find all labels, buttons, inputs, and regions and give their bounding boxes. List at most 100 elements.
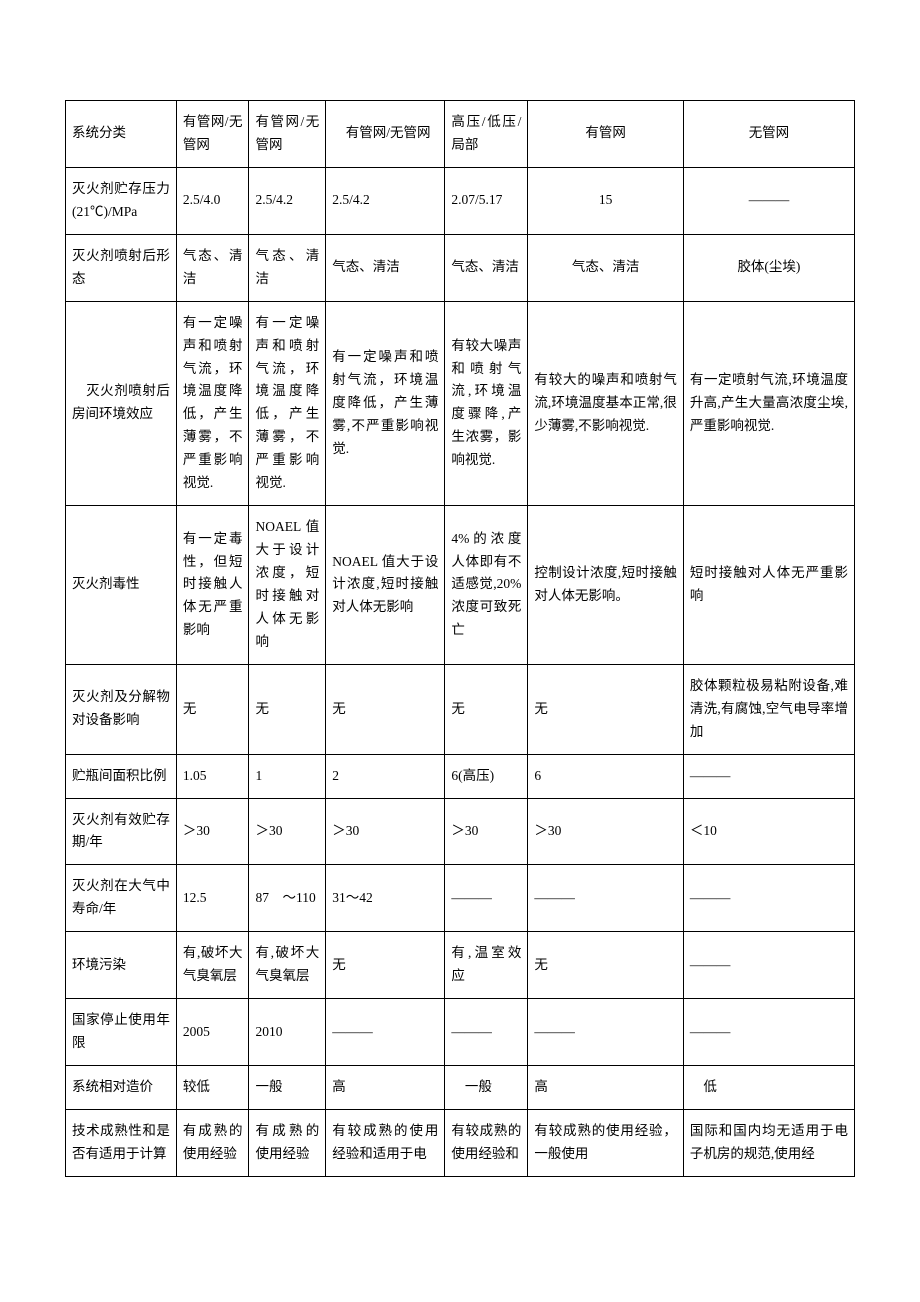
table-cell: 一般 [249,1066,326,1110]
table-cell: ——— [326,999,445,1066]
table-row: 灭火剂有效贮存期/年＞30＞30＞30＞30＞30＜10 [66,798,855,865]
table-cell: 1 [249,754,326,798]
table-row: 系统相对造价较低一般高 一般高 低 [66,1066,855,1110]
table-cell: 无 [249,664,326,754]
table-cell: ——— [683,999,854,1066]
table-cell: 2005 [176,999,249,1066]
table-cell: 有成熟的使用经验 [176,1109,249,1176]
table-cell: 2.5/4.2 [326,167,445,234]
table-cell: 高 [528,1066,684,1110]
table-cell: ＞30 [326,798,445,865]
table-cell: 有一定噪声和喷射气流，环境温度降低，产生薄雾，不严重影响视觉. [176,301,249,506]
document-page: 系统分类有管网/无管网有管网/无管网 有管网/无管网高压/低压/局部有管网无管网… [0,0,920,1217]
table-cell: 有,破坏大气臭氧层 [176,932,249,999]
table-cell: 低 [683,1066,854,1110]
comparison-table: 系统分类有管网/无管网有管网/无管网 有管网/无管网高压/低压/局部有管网无管网… [65,100,855,1177]
table-row: 灭火剂贮存压力(21℃)/MPa2.5/4.02.5/4.22.5/4.22.0… [66,167,855,234]
table-cell: 有一定毒性，但短时接触人体无严重影响 [176,506,249,665]
table-cell: 无 [176,664,249,754]
table-cell: 气态、清洁 [528,234,684,301]
table-body: 系统分类有管网/无管网有管网/无管网 有管网/无管网高压/低压/局部有管网无管网… [66,101,855,1177]
table-cell: ＞30 [176,798,249,865]
table-cell: 2010 [249,999,326,1066]
table-cell: 灭火剂喷射后形态 [66,234,177,301]
table-cell: 有一定噪声和喷射气流，环境温度降低，产生薄雾，不严重影响视觉. [249,301,326,506]
table-cell: 无 [528,932,684,999]
table-cell: 系统分类 [66,101,177,168]
table-cell: 有较成熟的使用经验，一般使用 [528,1109,684,1176]
table-cell: 灭火剂喷射后房间环境效应 [66,301,177,506]
table-cell: 有较大噪声和喷射气流,环境温度骤降,产生浓雾，影响视觉. [445,301,528,506]
table-cell: 有,破坏大气臭氧层 [249,932,326,999]
table-row: 灭火剂毒性有一定毒性，但短时接触人体无严重影响NOAEL 值大于设计浓度，短时接… [66,506,855,665]
table-cell: 国际和国内均无适用于电子机房的规范,使用经 [683,1109,854,1176]
table-cell: 系统相对造价 [66,1066,177,1110]
table-row: 环境污染有,破坏大气臭氧层有,破坏大气臭氧层无有,温室效应无——— [66,932,855,999]
table-row: 系统分类有管网/无管网有管网/无管网 有管网/无管网高压/低压/局部有管网无管网 [66,101,855,168]
table-cell: 6(高压) [445,754,528,798]
table-cell: ——— [683,865,854,932]
table-cell: 气态、清洁 [326,234,445,301]
table-cell: 环境污染 [66,932,177,999]
table-cell: 无 [326,664,445,754]
table-cell: 灭火剂贮存压力(21℃)/MPa [66,167,177,234]
table-cell: NOAEL 值大于设计浓度，短时接触对人体无影响 [249,506,326,665]
table-cell: 较低 [176,1066,249,1110]
table-cell: 有成熟的使用经验 [249,1109,326,1176]
table-cell: 灭火剂毒性 [66,506,177,665]
table-cell: 无 [445,664,528,754]
table-cell: ——— [445,999,528,1066]
table-cell: ＞30 [528,798,684,865]
table-row: 灭火剂及分解物对设备影响无无无无无胶体颗粒极易粘附设备,难清洗,有腐蚀,空气电导… [66,664,855,754]
table-cell: 15 [528,167,684,234]
table-cell: 控制设计浓度,短时接触对人体无影响。 [528,506,684,665]
table-cell: 有,温室效应 [445,932,528,999]
table-cell: 2.5/4.0 [176,167,249,234]
table-cell: 灭火剂在大气中寿命/年 [66,865,177,932]
table-cell: 国家停止使用年限 [66,999,177,1066]
table-cell: 高 [326,1066,445,1110]
table-cell: 有管网/无管网 [249,101,326,168]
table-cell: 有管网 [528,101,684,168]
table-cell: ＜10 [683,798,854,865]
table-cell: 灭火剂有效贮存期/年 [66,798,177,865]
table-cell: NOAEL 值大于设计浓度,短时接触对人体无影响 [326,506,445,665]
table-cell: ——— [683,932,854,999]
table-cell: 贮瓶间面积比例 [66,754,177,798]
table-cell: 无管网 [683,101,854,168]
table-cell: 无 [326,932,445,999]
table-row: 国家停止使用年限20052010———————————— [66,999,855,1066]
table-cell: 有一定喷射气流,环境温度升高,产生大量高浓度尘埃,严重影响视觉. [683,301,854,506]
table-cell: 技术成熟性和是否有适用于计算 [66,1109,177,1176]
table-cell: 1.05 [176,754,249,798]
table-row: 技术成熟性和是否有适用于计算有成熟的使用经验有成熟的使用经验有较成熟的使用经验和… [66,1109,855,1176]
table-cell: 2.5/4.2 [249,167,326,234]
table-cell: ＞30 [445,798,528,865]
table-cell: 4%的浓度人体即有不适感觉,20%浓度可致死亡 [445,506,528,665]
table-cell: 一般 [445,1066,528,1110]
table-cell: 2.07/5.17 [445,167,528,234]
table-cell: 2 [326,754,445,798]
table-cell: 有管网/无管网 [326,101,445,168]
table-cell: 31～42 [326,865,445,932]
table-cell: 12.5 [176,865,249,932]
table-cell: 短时接触对人体无严重影响 [683,506,854,665]
table-cell: 气态、清洁 [176,234,249,301]
table-row: 灭火剂喷射后形态气态、清洁气态、清洁气态、清洁气态、清洁气态、清洁胶体(尘埃) [66,234,855,301]
table-cell: 灭火剂及分解物对设备影响 [66,664,177,754]
table-cell: 有一定噪声和喷射气流，环境温度降低，产生薄雾,不严重影响视觉. [326,301,445,506]
table-cell: 有管网/无管网 [176,101,249,168]
table-cell: 胶体(尘埃) [683,234,854,301]
table-cell: 胶体颗粒极易粘附设备,难清洗,有腐蚀,空气电导率增加 [683,664,854,754]
table-cell: ——— [683,754,854,798]
table-cell: 高压/低压/局部 [445,101,528,168]
table-cell: 有较成熟的使用经验和 [445,1109,528,1176]
table-cell: 无 [528,664,684,754]
table-cell: 87 ～110 [249,865,326,932]
table-cell: 气态、清洁 [445,234,528,301]
table-row: 贮瓶间面积比例1.05126(高压)6——— [66,754,855,798]
table-row: 灭火剂喷射后房间环境效应有一定噪声和喷射气流，环境温度降低，产生薄雾，不严重影响… [66,301,855,506]
table-cell: 有较成熟的使用经验和适用于电 [326,1109,445,1176]
table-cell: ＞30 [249,798,326,865]
table-cell: 6 [528,754,684,798]
